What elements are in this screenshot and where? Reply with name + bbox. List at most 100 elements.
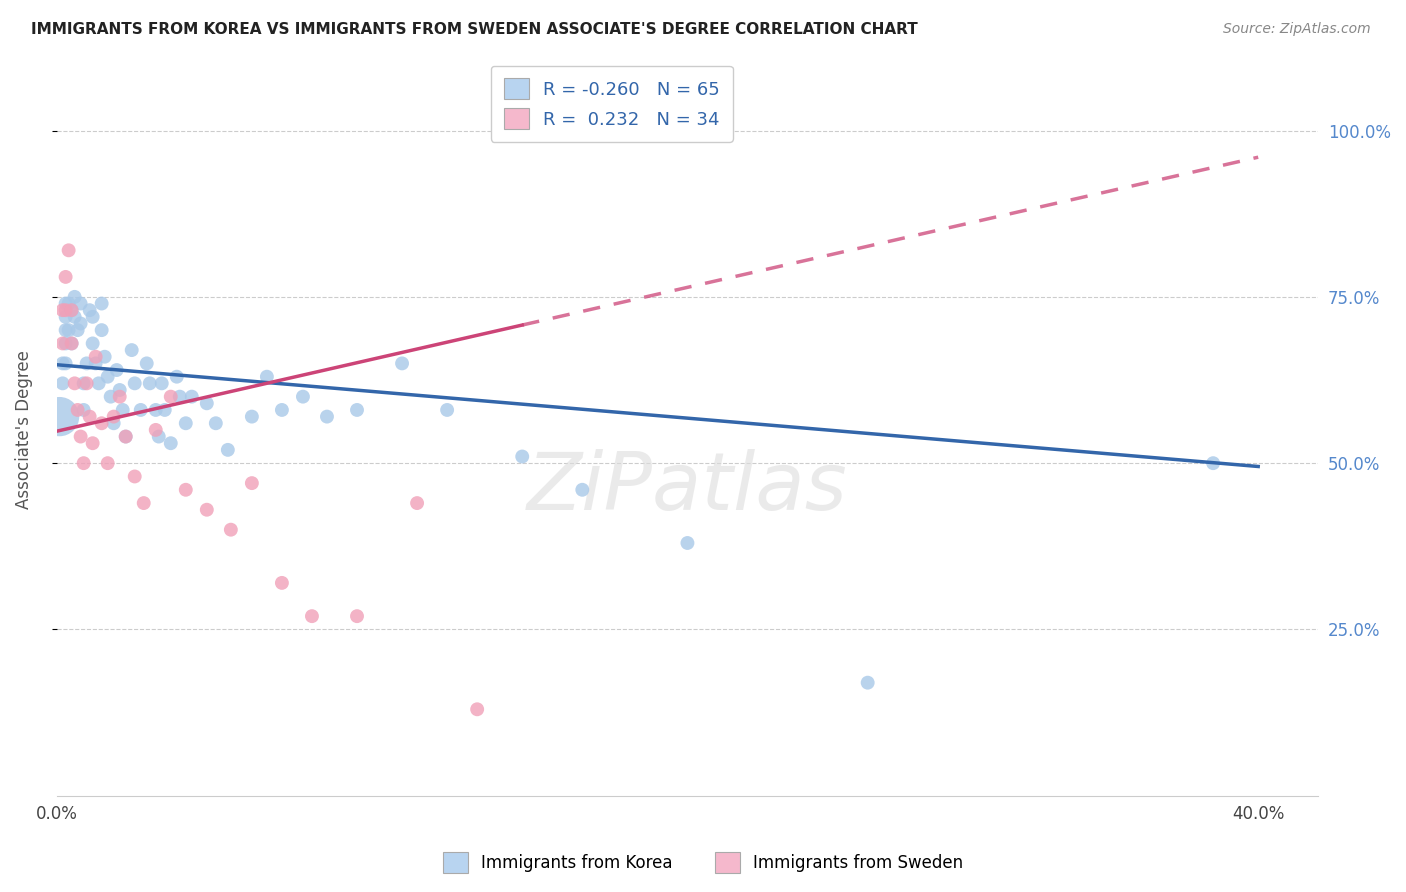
Point: [108, 390, 131, 404]
Point: [48, 409, 70, 424]
Point: [82, 310, 104, 324]
Point: [114, 429, 136, 443]
Point: [55, 323, 77, 337]
Point: [72, 376, 94, 391]
Point: [55, 296, 77, 310]
Point: [240, 409, 263, 424]
Point: [60, 303, 83, 318]
Point: [52, 376, 75, 391]
Point: [132, 496, 155, 510]
Point: [145, 423, 167, 437]
Point: [271, 575, 294, 590]
Point: [55, 303, 77, 318]
Point: [55, 336, 77, 351]
Point: [166, 369, 188, 384]
Point: [676, 536, 699, 550]
Point: [510, 123, 533, 137]
Point: [108, 383, 131, 397]
Point: [571, 483, 593, 497]
Point: [1202, 456, 1225, 470]
Point: [66, 403, 89, 417]
Point: [93, 350, 115, 364]
Point: [174, 483, 197, 497]
Point: [346, 403, 368, 417]
Point: [436, 403, 458, 417]
Point: [90, 296, 112, 310]
Point: [66, 323, 89, 337]
Point: [52, 303, 75, 318]
Point: [58, 296, 80, 310]
Point: [69, 296, 91, 310]
Point: [76, 356, 98, 370]
Y-axis label: Associate's Degree: Associate's Degree: [15, 351, 32, 509]
Point: [148, 429, 170, 443]
Point: [52, 336, 75, 351]
Point: [856, 675, 879, 690]
Point: [82, 336, 104, 351]
Point: [150, 376, 173, 391]
Point: [105, 363, 128, 377]
Point: [55, 356, 77, 370]
Point: [124, 469, 146, 483]
Point: [174, 417, 197, 431]
Point: [55, 269, 77, 284]
Point: [63, 310, 86, 324]
Point: [205, 417, 228, 431]
Point: [256, 369, 278, 384]
Point: [219, 523, 242, 537]
Point: [90, 417, 112, 431]
Point: [159, 390, 181, 404]
Point: [135, 356, 157, 370]
Point: [195, 502, 218, 516]
Point: [271, 403, 294, 417]
Point: [129, 403, 152, 417]
Point: [97, 456, 120, 470]
Point: [121, 343, 143, 357]
Point: [145, 403, 167, 417]
Point: [90, 323, 112, 337]
Point: [69, 317, 91, 331]
Point: [84, 356, 107, 370]
Point: [103, 417, 125, 431]
Point: [72, 456, 94, 470]
Point: [406, 496, 429, 510]
Point: [114, 429, 136, 443]
Point: [60, 336, 83, 351]
Point: [79, 409, 101, 424]
Point: [72, 403, 94, 417]
Point: [153, 403, 176, 417]
Point: [169, 390, 191, 404]
Point: [76, 376, 98, 391]
Point: [391, 356, 413, 370]
Point: [291, 390, 314, 404]
Point: [301, 609, 323, 624]
Point: [69, 429, 91, 443]
Point: [60, 303, 83, 318]
Point: [55, 310, 77, 324]
Text: IMMIGRANTS FROM KOREA VS IMMIGRANTS FROM SWEDEN ASSOCIATE'S DEGREE CORRELATION C: IMMIGRANTS FROM KOREA VS IMMIGRANTS FROM…: [31, 22, 918, 37]
Point: [97, 369, 120, 384]
Point: [346, 609, 368, 624]
Point: [138, 376, 160, 391]
Point: [195, 396, 218, 410]
Point: [240, 476, 263, 491]
Point: [52, 356, 75, 370]
Point: [63, 290, 86, 304]
Text: ZiPatlas: ZiPatlas: [527, 450, 848, 527]
Point: [87, 376, 110, 391]
Point: [124, 376, 146, 391]
Point: [63, 376, 86, 391]
Point: [316, 409, 339, 424]
Point: [60, 336, 83, 351]
Point: [510, 450, 533, 464]
Legend: Immigrants from Korea, Immigrants from Sweden: Immigrants from Korea, Immigrants from S…: [436, 846, 970, 880]
Point: [103, 409, 125, 424]
Point: [111, 403, 134, 417]
Point: [84, 350, 107, 364]
Point: [217, 442, 239, 457]
Point: [58, 244, 80, 258]
Point: [82, 436, 104, 450]
Point: [465, 702, 488, 716]
Legend: R = -0.260   N = 65, R =  0.232   N = 34: R = -0.260 N = 65, R = 0.232 N = 34: [491, 66, 733, 142]
Text: Source: ZipAtlas.com: Source: ZipAtlas.com: [1223, 22, 1371, 37]
